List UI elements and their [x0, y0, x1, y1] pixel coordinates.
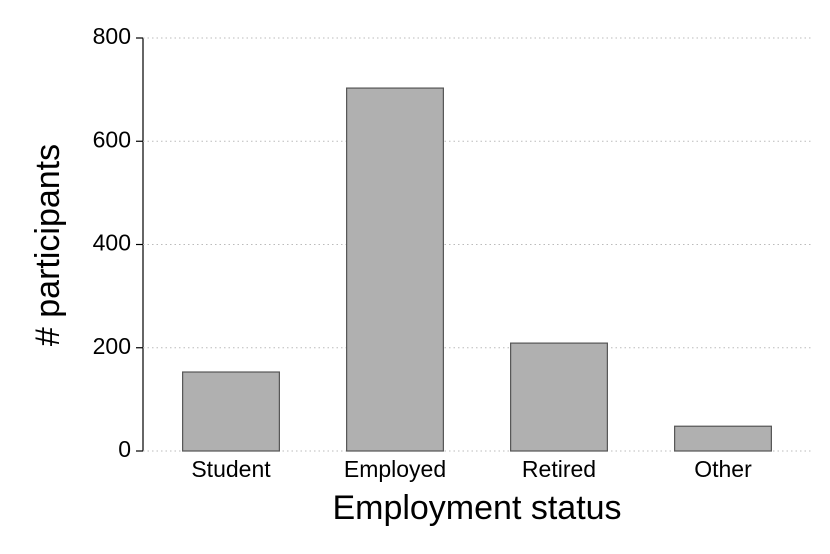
y-tick-label: 0 [118, 436, 131, 462]
y-tick-label: 600 [93, 126, 131, 152]
bar [182, 371, 280, 452]
y-tick-label: 800 [93, 23, 131, 49]
x-tick-label: Student [191, 456, 271, 482]
y-axis-title: # participants [29, 144, 67, 346]
bar [346, 87, 444, 452]
bar [510, 342, 608, 452]
y-tick-label: 200 [93, 333, 131, 359]
x-tick-label: Employed [344, 456, 446, 482]
x-tick-label: Other [694, 456, 752, 482]
x-axis-title: Employment status [332, 489, 621, 527]
bar [674, 425, 772, 452]
x-tick-label: Retired [522, 456, 596, 482]
y-tick-label: 400 [93, 230, 131, 256]
